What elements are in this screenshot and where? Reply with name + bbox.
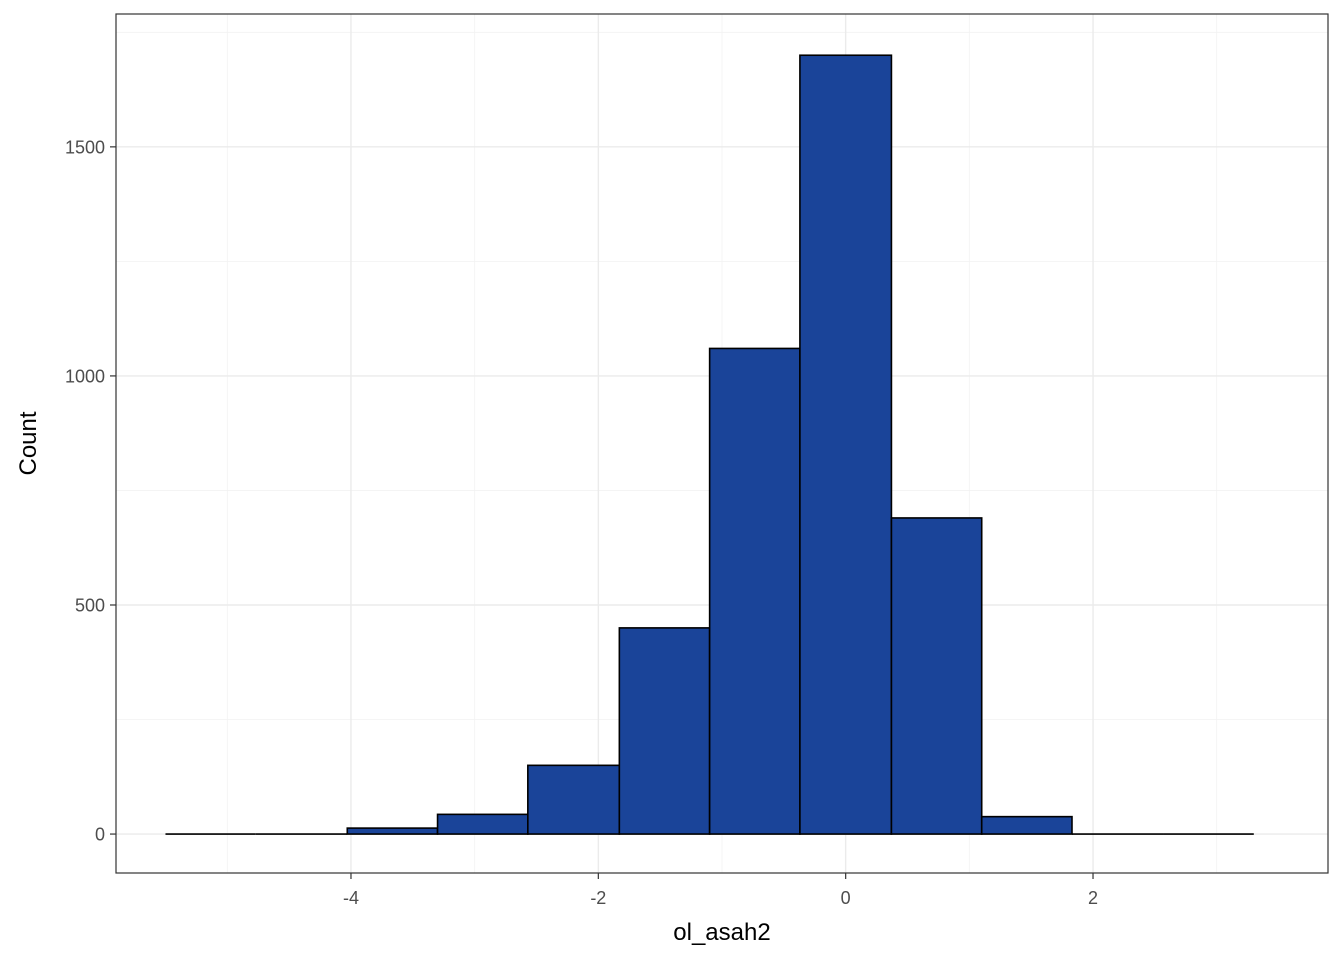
panel-border [115, 13, 1329, 874]
histogram-bar-6 [708, 347, 801, 835]
y-tick-label: 0 [95, 825, 105, 845]
x-tick-label: 0 [841, 888, 851, 908]
histogram-bar-8 [890, 517, 983, 835]
y-axis-title: Count [15, 411, 42, 475]
histogram-bar-9 [980, 815, 1073, 835]
x-axis-ticks: -4 -2 0 2 [343, 873, 1098, 908]
histogram-bar-2 [346, 827, 439, 835]
x-tick-label: -4 [343, 888, 359, 908]
y-axis-ticks: 0 500 1000 1500 [65, 137, 116, 845]
histogram-bar-4 [527, 764, 621, 835]
y-tick-label: 1000 [65, 366, 105, 386]
y-tick-label: 500 [75, 595, 105, 615]
x-tick-label: -2 [590, 888, 606, 908]
y-tick-label: 1500 [65, 137, 105, 157]
histogram-bar-3 [436, 813, 529, 835]
histogram-bar-5 [618, 627, 711, 835]
histogram-bars [165, 54, 1254, 835]
x-axis-title: ol_asah2 [673, 919, 770, 946]
x-tick-label: 2 [1088, 888, 1098, 908]
histogram-bar-7 [799, 54, 893, 835]
